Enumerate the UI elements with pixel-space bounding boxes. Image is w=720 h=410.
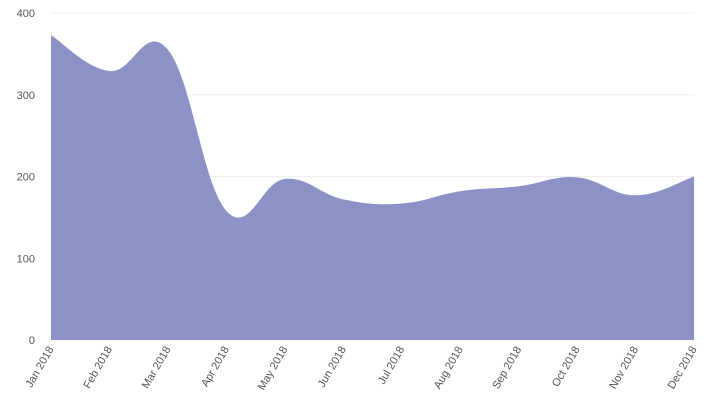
y-tick-label: 400 — [17, 8, 35, 20]
y-axis: 0 100 200 300 400 — [17, 8, 35, 347]
x-tick-label: Nov 2018 — [607, 345, 641, 392]
y-tick-label: 200 — [17, 172, 35, 184]
x-tick-label: Dec 2018 — [666, 345, 700, 392]
y-tick-label: 0 — [29, 335, 35, 347]
x-tick-label: May 2018 — [256, 345, 291, 393]
x-tick-label: Mar 2018 — [140, 345, 174, 391]
x-tick-label: Oct 2018 — [550, 345, 583, 390]
x-tick-label: Jul 2018 — [376, 345, 407, 387]
x-axis: Jan 2018 Feb 2018 Mar 2018 Apr 2018 May 2018… — [24, 345, 700, 393]
x-tick-label: Apr 2018 — [199, 345, 232, 390]
x-tick-label: Feb 2018 — [81, 345, 115, 391]
x-tick-label: Aug 2018 — [432, 345, 466, 392]
x-tick-label: Jan 2018 — [24, 345, 57, 390]
y-tick-label: 100 — [17, 253, 35, 265]
y-tick-label: 300 — [17, 90, 35, 102]
x-tick-label: Sep 2018 — [490, 345, 524, 392]
x-tick-label: Jun 2018 — [316, 345, 349, 390]
area-series — [51, 35, 694, 340]
